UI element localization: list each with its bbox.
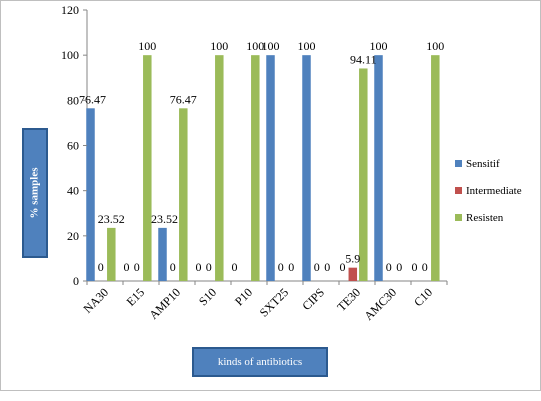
bar-sensitif-sxt25 <box>266 55 275 281</box>
data-label: 100 <box>262 39 280 53</box>
bar-sensitif-amc30 <box>374 55 383 281</box>
y-axis-title: % samples <box>29 167 41 219</box>
x-axis-title-box: kinds of antibiotics <box>192 347 328 377</box>
bar-sensitif-na30 <box>86 108 95 281</box>
x-tick-label: TE30 <box>334 285 363 314</box>
bar-resisten-p10 <box>251 55 260 281</box>
data-label: 100 <box>246 39 264 53</box>
data-label: 0 <box>386 260 392 274</box>
legend-item-resisten: Resisten <box>455 210 522 225</box>
legend-label-sensitif: Sensitif <box>466 157 500 170</box>
data-label: 23.52 <box>151 212 178 226</box>
bars-group <box>86 55 440 281</box>
legend-label-intermediate: Intermediate <box>466 184 522 197</box>
y-tick-label: 20 <box>67 229 79 243</box>
data-label: 100 <box>210 39 228 53</box>
data-label: 0 <box>288 260 294 274</box>
bar-resisten-na30 <box>107 227 116 281</box>
data-label: 23.52 <box>98 212 125 226</box>
x-tick-label: S10 <box>196 285 219 308</box>
bar-sensitif-cips <box>302 55 311 281</box>
legend-swatch-intermediate <box>455 187 462 194</box>
legend-item-intermediate: Intermediate <box>455 183 522 198</box>
data-label: 0 <box>98 260 104 274</box>
data-label: 0 <box>170 260 176 274</box>
y-tick-label: 60 <box>67 139 79 153</box>
data-label: 0 <box>324 260 330 274</box>
x-tick-label: C10 <box>411 285 435 309</box>
data-label: 5.9 <box>345 252 360 266</box>
data-label: 76.47 <box>170 92 197 106</box>
x-tick-label: AMP10 <box>146 285 183 322</box>
y-tick-label: 0 <box>73 274 79 288</box>
legend-label-resisten: Resisten <box>466 211 504 224</box>
y-tick-label: 40 <box>67 184 79 198</box>
bar-resisten-amp10 <box>179 108 188 281</box>
data-label: 100 <box>426 39 444 53</box>
data-label: 100 <box>370 39 388 53</box>
y-tick-label: 80 <box>67 93 79 107</box>
y-tick-label: 120 <box>61 3 79 17</box>
legend-swatch-sensitif <box>455 160 462 167</box>
x-axis-title: kinds of antibiotics <box>217 356 303 368</box>
data-label: 0 <box>124 260 130 274</box>
data-label: 0 <box>314 260 320 274</box>
data-label: 0 <box>396 260 402 274</box>
x-tick-label: NA30 <box>80 285 111 316</box>
legend-item-sensitif: Sensitif <box>455 156 522 171</box>
data-label: 0 <box>232 260 238 274</box>
data-label: 100 <box>138 39 156 53</box>
data-label: 0 <box>422 260 428 274</box>
bar-resisten-te30 <box>359 68 368 281</box>
x-tick-label: E15 <box>124 285 148 309</box>
y-tick-label: 100 <box>61 48 79 62</box>
data-label: 76.47 <box>79 92 106 106</box>
bar-resisten-s10 <box>215 55 224 281</box>
data-label: 0 <box>412 260 418 274</box>
bar-sensitif-amp10 <box>158 227 167 281</box>
x-tick-label: AMC30 <box>361 285 399 323</box>
bar-resisten-c10 <box>431 55 440 281</box>
x-tick-label: SXT25 <box>257 285 291 319</box>
x-tick-label: P10 <box>232 285 255 308</box>
x-tick-label: CIPS <box>299 285 327 313</box>
y-axis-title-box: % samples <box>22 128 48 258</box>
bar-intermediate-te30 <box>348 267 358 281</box>
legend-swatch-resisten <box>455 214 462 221</box>
data-label: 0 <box>278 260 284 274</box>
data-label: 0 <box>196 260 202 274</box>
legend: Sensitif Intermediate Resisten <box>455 156 522 237</box>
bar-resisten-e15 <box>143 55 152 281</box>
data-label: 0 <box>340 260 346 274</box>
data-label: 0 <box>134 260 140 274</box>
data-label: 94.11 <box>350 52 377 66</box>
data-label: 100 <box>298 39 316 53</box>
data-label: 0 <box>206 260 212 274</box>
